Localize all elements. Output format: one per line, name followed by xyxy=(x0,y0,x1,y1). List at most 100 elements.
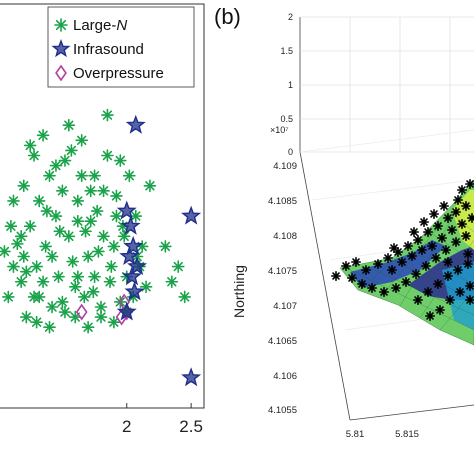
large-n-point xyxy=(65,144,78,157)
large-n-point xyxy=(14,275,28,289)
large-n-point xyxy=(75,134,88,147)
large-n-point xyxy=(66,255,79,268)
large-n-point-stroke xyxy=(93,246,104,257)
large-n-point xyxy=(56,295,69,309)
station-marker xyxy=(456,185,468,195)
station-marker-stroke xyxy=(374,260,382,268)
large-n-point xyxy=(71,214,85,228)
large-n-point xyxy=(81,320,95,334)
y-tick-label-0: 4.1055 xyxy=(268,405,297,416)
station-marker xyxy=(442,256,454,268)
large-n-point-stroke xyxy=(98,231,109,241)
station-marker-stroke xyxy=(402,278,410,286)
station-marker xyxy=(366,282,378,294)
station-marker-stroke xyxy=(454,266,462,274)
infrasound-point xyxy=(119,245,140,265)
large-n-point-stroke xyxy=(42,206,52,216)
large-n-point xyxy=(32,194,46,208)
station-marker-stroke xyxy=(458,220,466,228)
large-n-point-stroke xyxy=(96,302,106,312)
legend-box xyxy=(47,6,195,88)
legend-marker-overpressure-glyph xyxy=(55,64,67,82)
large-n-point xyxy=(58,305,72,319)
large-n-point-stroke xyxy=(173,261,183,272)
station-marker-stroke xyxy=(448,226,456,234)
station-marker xyxy=(350,256,362,268)
large-n-point-stroke xyxy=(141,282,151,292)
large-n-point xyxy=(45,300,59,314)
station-marker-stroke xyxy=(462,202,470,210)
large-n-point-stroke xyxy=(21,312,32,322)
large-n-point xyxy=(88,169,101,182)
station-marker xyxy=(464,179,474,189)
legend-marker-large-n-glyph-stroke xyxy=(55,19,67,31)
large-n-point xyxy=(17,179,31,193)
large-n-point xyxy=(45,250,59,263)
large-n-point-stroke xyxy=(145,181,155,191)
large-n-point xyxy=(14,230,28,243)
y-tick-label-5: 4.108 xyxy=(273,231,297,242)
station-marker xyxy=(402,241,414,251)
station-marker-stroke xyxy=(458,186,466,194)
large-n-point xyxy=(43,320,56,334)
panel-b-surface: (b) 00.511.52 ×10⁷ 4.10554.1064.10654.10… xyxy=(214,4,474,440)
large-n-point xyxy=(0,245,11,258)
large-n-point-stroke xyxy=(102,110,113,120)
large-n-point-stroke xyxy=(86,216,96,226)
large-n-point xyxy=(90,204,104,218)
panel-b-ylabel: Northing xyxy=(231,265,247,318)
infrasound-point xyxy=(121,266,142,286)
station-marker xyxy=(424,310,436,322)
z-tick-label-3: 1.5 xyxy=(280,46,293,56)
station-marker xyxy=(436,233,448,243)
large-n-point xyxy=(39,240,52,253)
station-marker-stroke xyxy=(430,210,438,218)
station-marker-stroke xyxy=(418,246,426,254)
large-n-point xyxy=(97,184,110,198)
station-marker xyxy=(406,251,418,262)
station-marker xyxy=(418,217,430,227)
station-marker xyxy=(416,245,428,255)
large-n-point-stroke xyxy=(25,221,35,231)
large-n-point-stroke xyxy=(137,241,147,252)
station-marker-stroke xyxy=(342,262,350,270)
z-tick-label-0: 0 xyxy=(288,147,293,157)
large-n-point xyxy=(32,290,46,304)
station-marker-stroke xyxy=(408,252,416,260)
large-n-point-stroke xyxy=(8,261,19,272)
x-tick-label-b-0: 5.81 xyxy=(346,429,365,440)
large-n-point xyxy=(114,295,127,309)
station-marker-stroke xyxy=(392,284,400,292)
large-n-point-stroke xyxy=(92,206,102,216)
large-n-point xyxy=(97,230,110,243)
legend-label-large-n: Large-N xyxy=(73,17,127,34)
station-marker-stroke xyxy=(414,296,422,304)
infrasound-point xyxy=(181,367,202,387)
large-n-point-stroke xyxy=(89,272,100,282)
station-marker xyxy=(410,268,422,280)
large-n-point xyxy=(68,280,82,294)
large-n-point xyxy=(30,315,43,329)
station-marker-stroke xyxy=(398,258,406,266)
large-n-point-stroke xyxy=(47,251,57,262)
large-n-point-stroke xyxy=(73,216,83,226)
large-n-point xyxy=(114,154,127,167)
station-marker-stroke xyxy=(434,280,442,288)
surface-yellow-peak xyxy=(452,190,474,250)
station-marker-stroke xyxy=(424,228,432,236)
station-marker-stroke xyxy=(428,242,436,250)
overpressure-point xyxy=(75,303,88,321)
infrasound-point xyxy=(124,281,145,301)
large-n-point-stroke xyxy=(12,239,23,249)
station-marker-stroke xyxy=(348,274,356,282)
large-n-point xyxy=(88,270,101,284)
large-n-point xyxy=(92,245,105,258)
large-n-point xyxy=(178,290,191,304)
station-marker xyxy=(420,260,432,272)
large-n-point-stroke xyxy=(51,160,61,171)
surface-mesh xyxy=(349,204,474,331)
large-n-point xyxy=(20,310,33,324)
station-marker xyxy=(412,294,424,306)
large-n-point-stroke xyxy=(96,312,106,322)
large-n-point-stroke xyxy=(70,282,80,292)
